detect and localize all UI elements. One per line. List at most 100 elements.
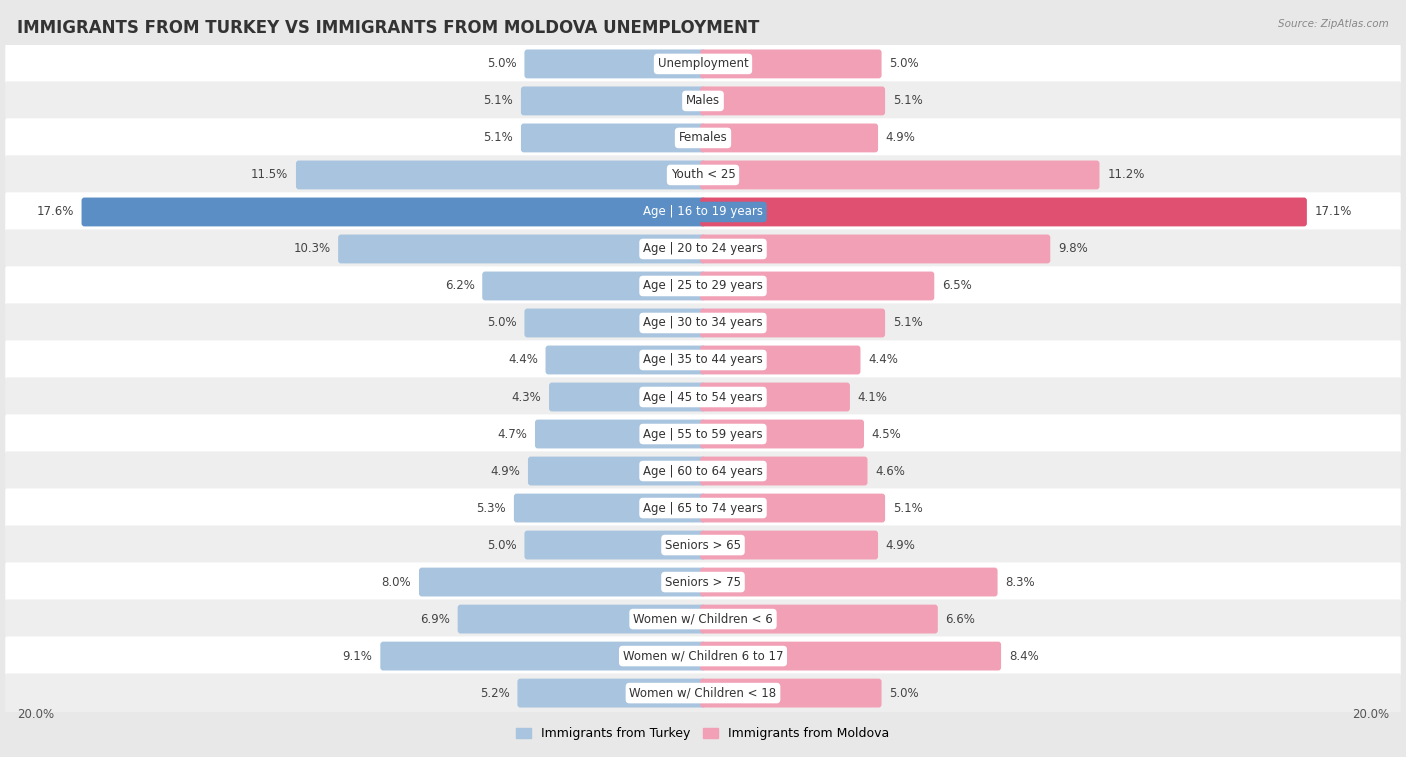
Text: Females: Females [679, 132, 727, 145]
FancyBboxPatch shape [700, 678, 882, 708]
Text: 17.6%: 17.6% [37, 205, 73, 219]
FancyBboxPatch shape [6, 378, 1400, 416]
FancyBboxPatch shape [700, 382, 849, 412]
FancyBboxPatch shape [6, 637, 1400, 676]
Text: 11.2%: 11.2% [1108, 169, 1144, 182]
FancyBboxPatch shape [6, 229, 1400, 269]
Text: 4.6%: 4.6% [875, 465, 905, 478]
Text: Males: Males [686, 95, 720, 107]
FancyBboxPatch shape [6, 118, 1400, 157]
Text: 5.1%: 5.1% [484, 95, 513, 107]
Text: 4.9%: 4.9% [886, 538, 915, 552]
FancyBboxPatch shape [700, 49, 882, 79]
FancyBboxPatch shape [6, 81, 1400, 120]
Text: 8.0%: 8.0% [381, 575, 412, 588]
Text: Seniors > 65: Seniors > 65 [665, 538, 741, 552]
FancyBboxPatch shape [520, 123, 706, 152]
Text: 5.2%: 5.2% [479, 687, 510, 699]
FancyBboxPatch shape [482, 272, 706, 301]
Text: 20.0%: 20.0% [1353, 708, 1389, 721]
Text: Women w/ Children < 18: Women w/ Children < 18 [630, 687, 776, 699]
Text: 8.3%: 8.3% [1005, 575, 1035, 588]
FancyBboxPatch shape [458, 605, 706, 634]
FancyBboxPatch shape [529, 456, 706, 485]
Text: Unemployment: Unemployment [658, 58, 748, 70]
Text: Youth < 25: Youth < 25 [671, 169, 735, 182]
Text: 5.1%: 5.1% [893, 316, 922, 329]
Text: 5.3%: 5.3% [477, 502, 506, 515]
FancyBboxPatch shape [6, 155, 1400, 195]
Text: 11.5%: 11.5% [252, 169, 288, 182]
FancyBboxPatch shape [6, 451, 1400, 491]
Text: 17.1%: 17.1% [1315, 205, 1353, 219]
Text: Age | 45 to 54 years: Age | 45 to 54 years [643, 391, 763, 403]
Text: 4.4%: 4.4% [869, 354, 898, 366]
FancyBboxPatch shape [520, 86, 706, 115]
Text: 5.1%: 5.1% [484, 132, 513, 145]
FancyBboxPatch shape [6, 266, 1400, 306]
FancyBboxPatch shape [6, 488, 1400, 528]
FancyBboxPatch shape [380, 642, 706, 671]
Text: 6.2%: 6.2% [444, 279, 475, 292]
Text: IMMIGRANTS FROM TURKEY VS IMMIGRANTS FROM MOLDOVA UNEMPLOYMENT: IMMIGRANTS FROM TURKEY VS IMMIGRANTS FRO… [17, 19, 759, 37]
FancyBboxPatch shape [515, 494, 706, 522]
FancyBboxPatch shape [297, 160, 706, 189]
FancyBboxPatch shape [700, 123, 877, 152]
Text: 4.5%: 4.5% [872, 428, 901, 441]
FancyBboxPatch shape [700, 642, 1001, 671]
Text: Source: ZipAtlas.com: Source: ZipAtlas.com [1278, 19, 1389, 29]
FancyBboxPatch shape [6, 562, 1400, 602]
Legend: Immigrants from Turkey, Immigrants from Moldova: Immigrants from Turkey, Immigrants from … [512, 722, 894, 746]
Text: 4.9%: 4.9% [886, 132, 915, 145]
FancyBboxPatch shape [524, 49, 706, 79]
Text: Age | 20 to 24 years: Age | 20 to 24 years [643, 242, 763, 255]
FancyBboxPatch shape [700, 309, 886, 338]
FancyBboxPatch shape [700, 235, 1050, 263]
Text: Women w/ Children 6 to 17: Women w/ Children 6 to 17 [623, 650, 783, 662]
Text: 4.9%: 4.9% [491, 465, 520, 478]
Text: 6.9%: 6.9% [420, 612, 450, 625]
Text: 20.0%: 20.0% [17, 708, 53, 721]
FancyBboxPatch shape [517, 678, 706, 708]
FancyBboxPatch shape [700, 160, 1099, 189]
Text: 5.0%: 5.0% [486, 538, 517, 552]
FancyBboxPatch shape [82, 198, 706, 226]
FancyBboxPatch shape [700, 419, 863, 448]
FancyBboxPatch shape [6, 674, 1400, 712]
FancyBboxPatch shape [6, 600, 1400, 639]
FancyBboxPatch shape [6, 525, 1400, 565]
FancyBboxPatch shape [700, 531, 877, 559]
FancyBboxPatch shape [6, 192, 1400, 232]
FancyBboxPatch shape [419, 568, 706, 597]
FancyBboxPatch shape [700, 456, 868, 485]
FancyBboxPatch shape [700, 568, 998, 597]
FancyBboxPatch shape [337, 235, 706, 263]
FancyBboxPatch shape [700, 605, 938, 634]
Text: 10.3%: 10.3% [294, 242, 330, 255]
FancyBboxPatch shape [700, 272, 935, 301]
Text: Age | 16 to 19 years: Age | 16 to 19 years [643, 205, 763, 219]
Text: 4.7%: 4.7% [498, 428, 527, 441]
Text: 8.4%: 8.4% [1010, 650, 1039, 662]
FancyBboxPatch shape [534, 419, 706, 448]
Text: 9.1%: 9.1% [343, 650, 373, 662]
FancyBboxPatch shape [6, 45, 1400, 83]
FancyBboxPatch shape [6, 304, 1400, 343]
FancyBboxPatch shape [6, 341, 1400, 379]
Text: 9.8%: 9.8% [1059, 242, 1088, 255]
Text: 6.5%: 6.5% [942, 279, 972, 292]
FancyBboxPatch shape [700, 494, 886, 522]
Text: Women w/ Children < 6: Women w/ Children < 6 [633, 612, 773, 625]
Text: 6.6%: 6.6% [945, 612, 976, 625]
FancyBboxPatch shape [546, 345, 706, 375]
Text: Age | 55 to 59 years: Age | 55 to 59 years [643, 428, 763, 441]
Text: Age | 35 to 44 years: Age | 35 to 44 years [643, 354, 763, 366]
Text: 5.1%: 5.1% [893, 502, 922, 515]
FancyBboxPatch shape [548, 382, 706, 412]
FancyBboxPatch shape [524, 531, 706, 559]
FancyBboxPatch shape [700, 345, 860, 375]
Text: 5.0%: 5.0% [486, 58, 517, 70]
Text: Age | 65 to 74 years: Age | 65 to 74 years [643, 502, 763, 515]
Text: Age | 60 to 64 years: Age | 60 to 64 years [643, 465, 763, 478]
Text: 5.1%: 5.1% [893, 95, 922, 107]
